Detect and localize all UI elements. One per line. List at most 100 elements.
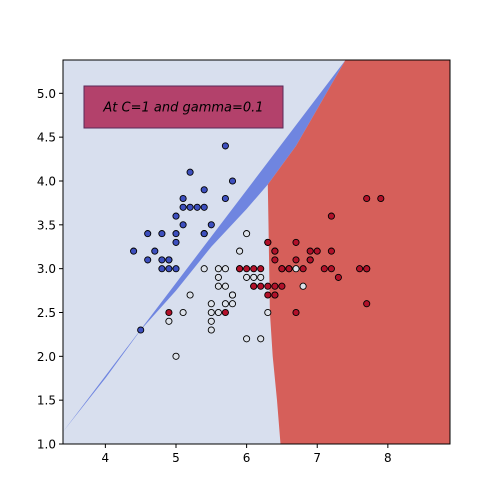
- data-point-class-2: [285, 265, 293, 273]
- data-point-class-1: [207, 300, 215, 308]
- data-point-class-1: [299, 282, 307, 290]
- data-point-class-0: [179, 203, 187, 211]
- data-point-class-0: [200, 186, 208, 194]
- data-point-class-0: [221, 194, 229, 203]
- data-point-class-2: [257, 282, 265, 290]
- data-point-class-0: [186, 168, 194, 176]
- data-point-class-1: [292, 265, 300, 273]
- data-point-class-0: [221, 142, 229, 150]
- data-point-class-2: [271, 247, 279, 255]
- x-tick-label: 7: [313, 451, 321, 465]
- y-tick-label: 5.0: [37, 87, 56, 101]
- data-point-class-1: [264, 308, 272, 317]
- data-point-class-1: [207, 317, 215, 325]
- data-point-class-0: [144, 230, 152, 238]
- data-point-class-1: [250, 273, 258, 281]
- y-tick-label: 1.0: [37, 438, 56, 452]
- data-point-class-2: [299, 265, 307, 273]
- data-point-class-2: [271, 282, 279, 290]
- data-point-class-2: [271, 291, 279, 299]
- data-point-class-0: [186, 203, 194, 211]
- data-point-class-1: [228, 300, 237, 308]
- data-point-class-1: [228, 291, 237, 299]
- data-point-class-1: [207, 308, 215, 317]
- plot-frame: [62, 59, 451, 445]
- data-point-class-1: [236, 247, 244, 255]
- data-point-class-2: [264, 282, 272, 290]
- data-point-class-0: [158, 256, 166, 264]
- data-point-class-0: [179, 221, 187, 229]
- annotation-box: At C=1 and gamma=0.1: [83, 85, 284, 129]
- data-point-class-0: [172, 238, 180, 246]
- data-point-class-0: [137, 326, 145, 334]
- x-axis: 4 5 6 7 8: [102, 444, 392, 465]
- data-point-class-2: [327, 212, 335, 220]
- data-point-class-2: [292, 256, 300, 264]
- data-point-class-1: [172, 352, 180, 360]
- data-point-class-1: [221, 300, 229, 308]
- data-point-class-2: [278, 265, 286, 273]
- region-class-0: [63, 60, 346, 432]
- data-point-class-2: [278, 282, 286, 290]
- data-point-class-2: [356, 265, 364, 273]
- y-tick-label: 4.5: [37, 131, 56, 145]
- data-point-class-1: [243, 335, 251, 343]
- data-point-class-1: [200, 265, 208, 273]
- data-point-class-2: [320, 265, 328, 273]
- data-point-class-0: [200, 230, 208, 238]
- data-point-class-1: [214, 308, 222, 317]
- data-point-class-0: [193, 203, 201, 211]
- data-point-class-0: [130, 247, 138, 255]
- data-point-class-2: [250, 282, 258, 290]
- x-tick-label: 5: [172, 451, 180, 465]
- data-point-class-0: [151, 247, 159, 255]
- x-tick-label: 4: [102, 451, 110, 465]
- data-point-class-2: [165, 308, 173, 317]
- data-point-class-1: [221, 282, 229, 290]
- data-point-class-2: [334, 273, 342, 281]
- data-point-class-2: [377, 194, 385, 203]
- data-point-class-0: [158, 230, 166, 238]
- data-point-class-2: [292, 238, 300, 246]
- data-point-class-1: [165, 317, 173, 325]
- annotation-background: [83, 85, 284, 129]
- x-tick-label: 6: [243, 451, 251, 465]
- data-point-class-0: [165, 265, 173, 273]
- data-point-class-1: [179, 308, 187, 317]
- data-point-class-2: [363, 194, 371, 203]
- data-point-class-1: [214, 265, 222, 273]
- data-point-class-2: [306, 247, 314, 255]
- data-point-class-0: [165, 256, 173, 264]
- y-tick-label: 1.5: [37, 394, 56, 408]
- data-point-class-0: [200, 203, 208, 211]
- data-point-class-1: [257, 335, 265, 343]
- region-class-2: [267, 60, 450, 444]
- data-point-class-2: [264, 238, 272, 246]
- data-point-class-0: [172, 265, 180, 273]
- y-tick-label: 2.5: [37, 306, 56, 320]
- data-point-class-2: [313, 247, 321, 255]
- data-point-class-1: [243, 230, 251, 238]
- data-point-class-2: [264, 291, 272, 299]
- data-point-class-2: [327, 265, 335, 273]
- data-point-class-2: [221, 308, 229, 317]
- data-point-class-2: [257, 265, 265, 273]
- data-point-class-2: [306, 256, 314, 264]
- data-point-class-0: [158, 265, 166, 273]
- y-tick-label: 3.0: [37, 262, 56, 276]
- data-point-class-2: [363, 300, 371, 308]
- data-point-class-1: [243, 273, 251, 281]
- data-point-class-0: [172, 212, 180, 220]
- y-tick-label: 3.5: [37, 218, 56, 232]
- y-axis: 1.0 1.5 2.0 2.5 3.0 3.5 4.0 4.5 5.0: [37, 87, 63, 452]
- data-point-class-2: [271, 256, 279, 264]
- data-point-class-0: [207, 221, 215, 229]
- data-point-class-1: [214, 273, 222, 281]
- y-tick-label: 4.0: [37, 174, 56, 188]
- data-point-class-0: [144, 256, 152, 264]
- data-point-class-2: [243, 265, 251, 273]
- annotation-text: At C=1 and gamma=0.1: [102, 101, 263, 116]
- data-point-class-2: [250, 265, 258, 273]
- x-tick-label: 8: [384, 451, 392, 465]
